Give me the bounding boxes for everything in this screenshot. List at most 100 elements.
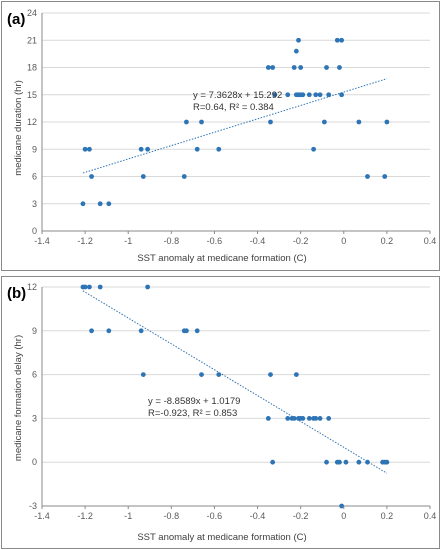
panel-a-data-point	[265, 65, 271, 70]
panel-a-y-tick-label: 18	[27, 63, 37, 73]
panel-a-data-point	[181, 174, 187, 179]
panel-a-data-point	[199, 119, 204, 125]
panel-a-x-axis-label: SST anomaly at medicane formation (C)	[137, 253, 306, 264]
panel-a-data-point	[339, 92, 345, 98]
panel-a-data-point	[356, 119, 362, 125]
panel-b-x-tick-label: -1.4	[34, 511, 50, 521]
panel-a-data-point	[87, 146, 92, 152]
panel-b-x-tick-label: -0.8	[164, 511, 180, 521]
panel-a-data-point	[306, 92, 312, 98]
panel-a-x-tick-label: 0.2	[381, 236, 394, 246]
panel-a-data-point	[145, 146, 151, 152]
panel-b-data-point	[194, 328, 200, 334]
panel-a-y-tick-label: 9	[32, 144, 37, 154]
panel-b-data-point	[291, 416, 297, 421]
panel-a-data-point	[89, 174, 94, 179]
panel-b-data-point	[384, 459, 390, 465]
panel-b-data-point	[268, 372, 273, 377]
panel-a-y-tick-label: 3	[32, 199, 37, 209]
panel-b-trend-equation: y = -8.8589x + 1.0179	[148, 396, 240, 407]
panel-a-trendline	[82, 78, 388, 174]
panel-b-data-point	[145, 284, 151, 290]
panel-b-data-point	[337, 459, 342, 465]
panel-b-data-point	[140, 372, 146, 377]
panel-a-data-point	[272, 92, 278, 98]
panel-b-x-tick-label: -0.6	[207, 511, 223, 521]
panel-a-data-point	[184, 119, 189, 125]
panel-b-data-point	[270, 459, 276, 465]
panel-b-data-point	[106, 328, 112, 334]
panel-b-data-point	[82, 284, 88, 290]
panel-a-data-point	[382, 174, 388, 179]
panel-a-data-point	[291, 65, 297, 70]
panel-b-y-tick-label: 6	[32, 370, 37, 380]
panel-a-data-point	[326, 92, 332, 98]
panel-b-y-tick-label: 3	[32, 413, 37, 423]
panel-a-data-point	[268, 119, 273, 125]
panel-b-data-point	[356, 459, 362, 465]
panel-b-data-point	[285, 416, 291, 421]
panel-b-data-point	[300, 416, 306, 421]
panel-b-x-tick-label: -1.2	[77, 511, 93, 521]
panel-b-data-point	[339, 503, 345, 509]
panel-a-x-tick-label: 0	[341, 236, 346, 246]
panel-a-data-point	[216, 146, 222, 152]
panel-b-x-tick-label: 0.2	[381, 511, 394, 521]
panel-a-data-point	[311, 146, 316, 152]
panel-a-x-tick-label: 0.4	[424, 236, 437, 246]
panel-b-data-point	[184, 328, 189, 334]
panel-b-x-axis-label: SST anomaly at medicane formation (C)	[137, 532, 306, 543]
panel-a-data-point	[270, 65, 276, 70]
panel-b-data-point	[293, 372, 299, 377]
panel-a-x-tick-label: -0.6	[207, 236, 223, 246]
panel-a-y-axis-label: medicane duration (hr)	[13, 80, 24, 176]
panel-b-y-axis-label: medicane formation delay (hr)	[13, 335, 24, 461]
panel-a-data-point	[313, 92, 319, 98]
panel-b-y-tick-label: 0	[32, 457, 37, 467]
panel-a-x-tick-label: -0.4	[250, 236, 266, 246]
panel-a-data-point	[337, 65, 342, 70]
panel-b-x-tick-label: 0.4	[424, 511, 437, 521]
panel-a-data-point	[293, 48, 299, 54]
panel-a-y-tick-label: 21	[27, 35, 37, 45]
panel-b-data-point	[265, 416, 271, 421]
panel-a-data-point	[138, 146, 144, 152]
panel-a-data-point	[298, 65, 304, 70]
panel-b-data-point	[306, 416, 312, 421]
panel-a-y-tick-label: 15	[27, 90, 37, 100]
panel-b-data-point	[87, 284, 92, 290]
panel-b-x-tick-label: -0.2	[293, 511, 309, 521]
panel-a-chart: 0 3 6 9 12 15 18 21 24 -1.4 -1.2 -1 -0.8 -0.6 -0.4 -0.2…	[7, 8, 436, 264]
panel-b-data-point	[89, 328, 94, 334]
panel-b-data-point	[97, 284, 103, 290]
panel-b-data-point	[216, 372, 222, 377]
panel-a-trend-equation: y = 7.3628x + 15.292	[193, 90, 282, 101]
panel-b-data-point	[326, 416, 332, 421]
panel-b-y-tick-label: 12	[27, 282, 37, 292]
panel-b-data-point	[199, 372, 204, 377]
panel-a-trend-stats: R=0.64, R² = 0.384	[193, 102, 274, 113]
panel-a-data-point	[324, 65, 329, 70]
panel-a-frame	[1, 1, 440, 271]
panel-a-data-point	[97, 201, 103, 207]
panel-a-y-tick-label: 24	[27, 8, 37, 18]
panel-a-data-point	[285, 92, 291, 98]
panel-b-y-tick-label: -3	[29, 501, 37, 511]
panel-a-label: (a)	[7, 11, 25, 28]
panel-a-data-point	[300, 92, 306, 98]
panel-a-data-point	[80, 201, 86, 207]
panel-a-data-point	[296, 37, 301, 43]
panel-a-data-point	[339, 37, 345, 43]
panel-a-data-point	[82, 146, 88, 152]
panel-b-data-point	[343, 459, 349, 465]
panel-a-data-point	[194, 146, 200, 152]
panel-a-x-tick-label: -1.4	[34, 236, 50, 246]
panel-b-data-point	[313, 416, 319, 421]
panel-b-data-point	[365, 459, 370, 465]
panel-b-data-point	[324, 459, 329, 465]
panel-a-data-point	[106, 201, 112, 207]
panel-a-data-point	[321, 119, 327, 125]
panel-a-x-tick-label: -1.2	[77, 236, 93, 246]
panel-a-y-tick-label: 0	[32, 226, 37, 236]
